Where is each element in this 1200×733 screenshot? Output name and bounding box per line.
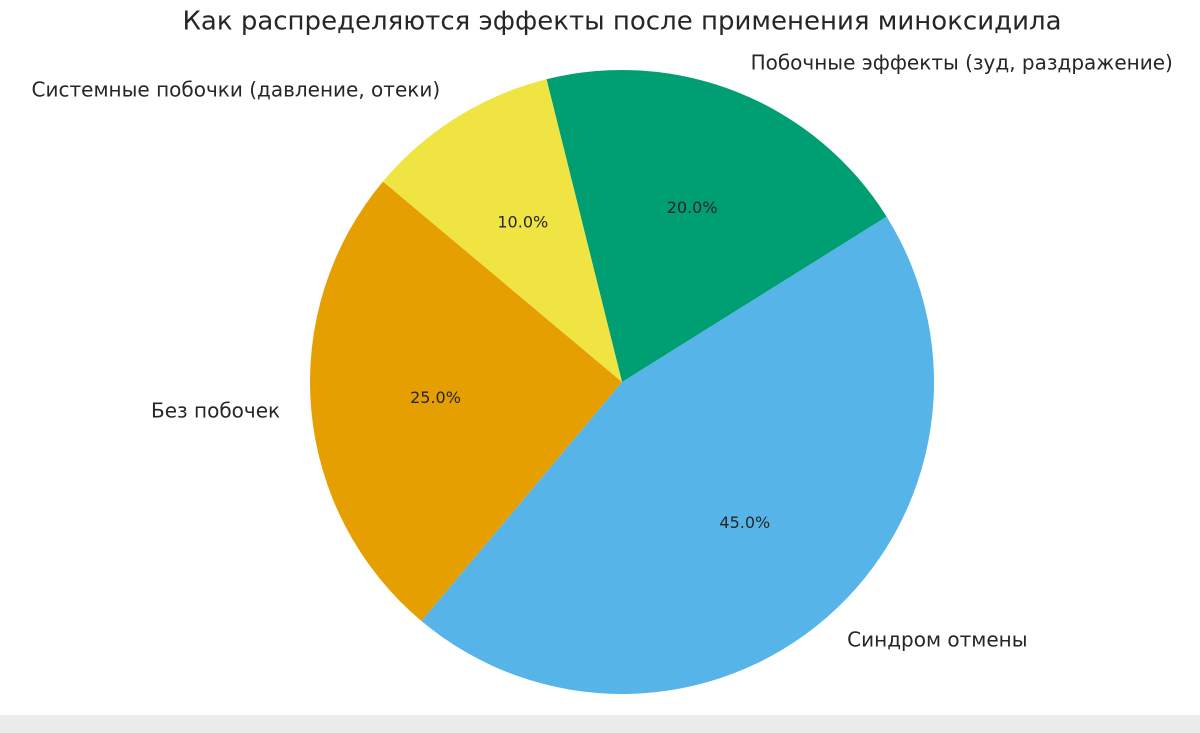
category-label: Побочные эффекты (зуд, раздражение) [751, 50, 1173, 74]
chart-title: Как распределяются эффекты после примене… [182, 7, 1061, 37]
category-label: Системные побочки (давление, отеки) [32, 77, 441, 101]
category-label: Без побочек [151, 398, 280, 422]
pie-slice [546, 70, 887, 382]
value-label: 45.0% [719, 513, 770, 532]
value-label: 20.0% [667, 198, 718, 217]
pie-slice [382, 79, 622, 382]
category-label: Синдром отмены [847, 628, 1027, 652]
value-label: 10.0% [497, 213, 548, 232]
pie-slice [310, 181, 622, 622]
bottom-strip [0, 715, 1200, 733]
pie-slice [421, 216, 935, 695]
value-label: 25.0% [410, 388, 461, 407]
